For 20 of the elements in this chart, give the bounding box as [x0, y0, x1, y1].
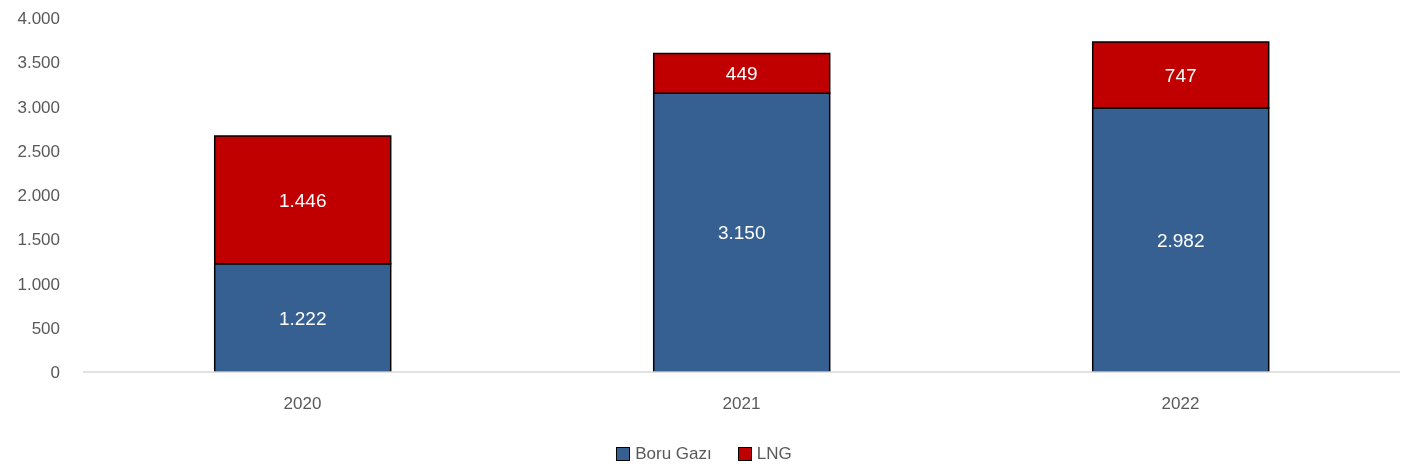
y-tick-label: 2.500: [17, 141, 60, 161]
y-tick-label: 3.000: [17, 97, 60, 117]
legend-label: Boru Gazı: [635, 444, 712, 464]
data-label: 1.222: [278, 307, 327, 329]
y-tick-label: 4.000: [17, 9, 60, 29]
y-tick-label: 1.500: [17, 230, 60, 250]
y-tick-label: 0: [50, 363, 60, 383]
y-tick-label: 3.500: [17, 53, 60, 73]
data-label: 2.982: [1156, 229, 1205, 251]
y-tick-label: 2.000: [17, 186, 60, 206]
data-label: 1.446: [278, 189, 327, 211]
legend-label: LNG: [756, 444, 792, 464]
data-label: 747: [1164, 64, 1197, 86]
y-tick-label: 500: [31, 318, 60, 338]
x-tick-label: 2022: [1161, 394, 1200, 414]
x-tick-label: 2020: [283, 394, 322, 414]
y-tick-label: 1.000: [17, 274, 60, 294]
data-label: 449: [725, 63, 758, 85]
data-label: 3.150: [717, 222, 766, 244]
x-tick-label: 2021: [722, 394, 761, 414]
